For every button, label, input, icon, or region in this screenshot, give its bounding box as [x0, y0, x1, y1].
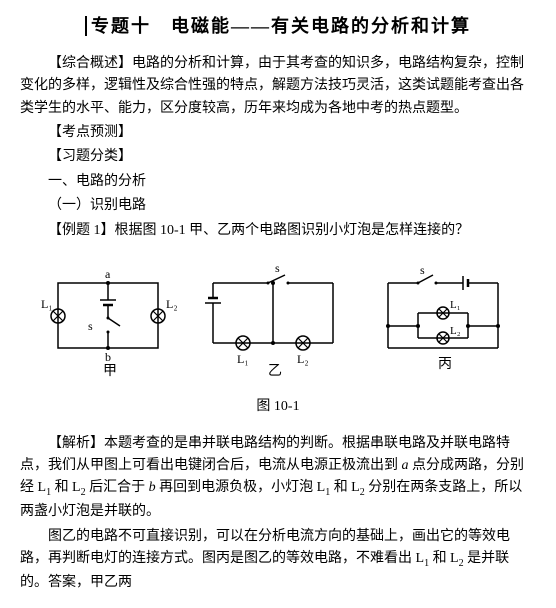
label-l2-bing: L₂ [450, 325, 461, 337]
label-l1-bing: L₁ [450, 299, 461, 311]
label-s-yi: s [275, 261, 280, 275]
analysis-p1: 【解析】本题考查的是串并联电路结构的判断。根据串联电路及并联电路特点，我们从甲图… [20, 433, 536, 524]
label-yi: 乙 [268, 363, 282, 378]
example-1: 【例题 1】根据图 10-1 甲、乙两个电路图识别小灯泡是怎样连接的？ [20, 220, 536, 242]
section-1: 一、电路的分析 [20, 171, 536, 193]
label-b: b [105, 350, 111, 364]
analysis-label: 【解析】 [48, 436, 104, 451]
circuit-bing: s L₁ L₂ 丙 [368, 258, 518, 386]
analysis-p2: 图乙的电路不可直接识别，可以在分析电流方向的基础上，画出它的等效电路，再判断电灯… [20, 526, 536, 595]
exam-predict: 【考点预测】 [20, 122, 536, 144]
label-bing: 丙 [438, 357, 452, 372]
figure-caption: 图 10-1 [20, 396, 536, 418]
label-s-bing: s [420, 263, 425, 277]
subsection-1: （一）识别电路 [20, 195, 536, 217]
overview-label: 【综合概述】 [48, 56, 132, 71]
label-l1-jia: L₁ [41, 297, 53, 311]
circuit-jia: a b s L₁ L₂ 甲 [38, 258, 178, 386]
label-l2-yi: L₂ [297, 352, 309, 366]
page-title: 专题十 电磁能——有关电路的分析和计算 [20, 12, 536, 41]
overview-para: 【综合概述】电路的分析和计算，由于其考查的知识多，电路结构复杂，控制变化的多样，… [20, 53, 536, 120]
example-text: 根据图 10-1 甲、乙两个电路图识别小灯泡是怎样连接的？ [115, 223, 470, 238]
figure-10-1: a b s L₁ L₂ 甲 [20, 258, 536, 386]
example-label: 【例题 1】 [48, 223, 115, 238]
label-a: a [105, 267, 111, 281]
exercise-class: 【习题分类】 [20, 146, 536, 168]
circuit-yi: s L₁ L₂ 乙 [193, 258, 353, 386]
label-l1-yi: L₁ [237, 352, 249, 366]
label-l2-jia: L₂ [166, 297, 178, 311]
label-jia: 甲 [103, 364, 117, 378]
label-s-jia: s [88, 319, 93, 333]
